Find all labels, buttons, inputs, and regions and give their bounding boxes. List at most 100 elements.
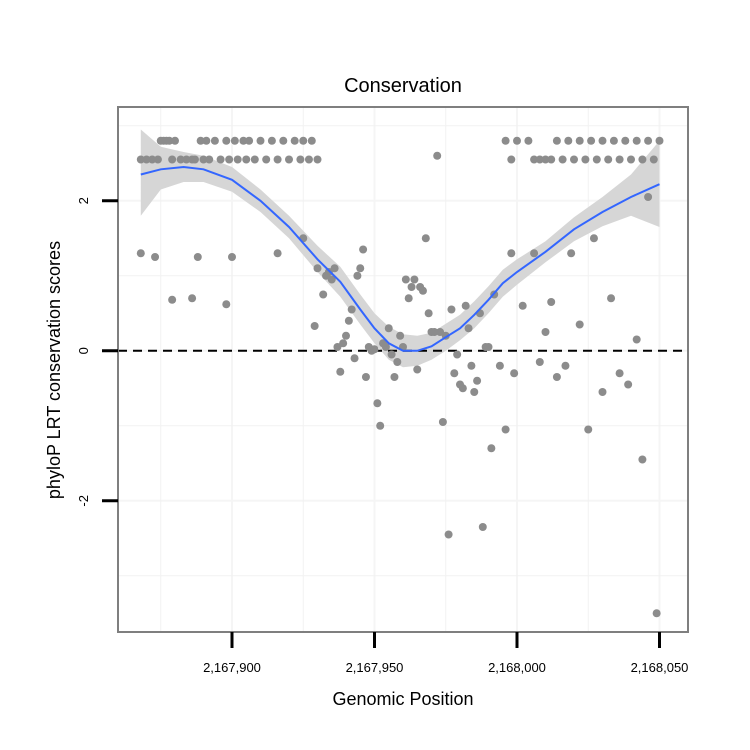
data-point: [330, 264, 339, 273]
data-point: [530, 249, 539, 258]
data-point: [196, 136, 205, 145]
data-point: [222, 136, 231, 145]
data-point: [148, 155, 157, 164]
data-point: [655, 136, 664, 145]
data-point: [339, 339, 348, 348]
data-point: [589, 234, 598, 243]
data-point: [649, 155, 658, 164]
data-point: [359, 245, 368, 254]
data-point: [396, 331, 405, 340]
data-point: [478, 523, 487, 531]
data-point: [176, 155, 185, 164]
data-point: [484, 343, 493, 351]
data-point: [136, 155, 145, 164]
data-point: [535, 155, 544, 164]
data-point: [165, 136, 174, 145]
data-point: [285, 155, 293, 164]
data-point: [447, 305, 456, 314]
data-point: [433, 151, 442, 160]
data-point: [450, 369, 459, 378]
data-point: [587, 136, 596, 145]
data-point: [461, 301, 470, 310]
data-point: [324, 268, 333, 276]
data-point: [239, 136, 248, 145]
data-point: [273, 155, 282, 164]
data-point: [592, 155, 601, 164]
data-point: [638, 155, 647, 164]
x-axis-label: Genomic Position: [332, 689, 473, 709]
data-point: [627, 155, 635, 164]
data-point: [407, 283, 416, 291]
data-point: [552, 136, 561, 145]
data-point: [136, 249, 145, 258]
data-point: [350, 354, 359, 363]
confidence-band: [140, 129, 660, 368]
data-point: [230, 136, 239, 145]
data-point: [638, 455, 647, 464]
data-point: [370, 345, 379, 354]
data-point: [199, 155, 208, 164]
data-point: [524, 136, 533, 145]
data-point: [444, 530, 453, 539]
data-point: [307, 136, 316, 145]
data-point: [250, 155, 259, 164]
data-point: [530, 155, 539, 164]
data-point: [609, 136, 618, 145]
data-point: [513, 136, 521, 145]
data-point: [356, 264, 365, 273]
data-point: [404, 294, 413, 303]
data-point: [621, 136, 630, 145]
data-point: [552, 373, 561, 381]
data-point: [376, 421, 385, 430]
data-point: [584, 425, 593, 434]
data-point: [304, 155, 313, 164]
data-point: [453, 350, 462, 359]
data-point: [168, 295, 177, 304]
data-point: [344, 316, 353, 325]
data-point: [644, 193, 653, 201]
data-point: [245, 136, 254, 145]
x-tick-label: 2,168,000: [488, 660, 546, 675]
data-point: [438, 418, 447, 426]
data-point: [518, 301, 527, 310]
data-point: [190, 155, 199, 164]
data-point: [436, 328, 445, 336]
data-point: [570, 155, 578, 164]
smooth-line-layer: [140, 165, 660, 352]
data-point: [632, 335, 641, 344]
data-point: [222, 300, 231, 309]
data-point: [473, 376, 482, 385]
data-point: [313, 155, 322, 164]
data-point: [202, 136, 211, 145]
data-point: [598, 388, 607, 396]
data-point: [624, 380, 633, 389]
data-point: [216, 155, 225, 164]
data-point: [567, 249, 576, 258]
data-point: [310, 322, 319, 330]
data-point: [558, 155, 567, 164]
data-point: [644, 136, 653, 145]
data-point: [151, 253, 160, 261]
data-point: [501, 136, 510, 145]
data-point: [615, 155, 624, 164]
data-point: [336, 367, 345, 376]
data-point: [564, 136, 573, 145]
data-point: [319, 290, 328, 299]
confidence-band-layer: [140, 129, 660, 368]
data-point: [387, 350, 396, 359]
data-point: [418, 286, 427, 295]
data-point: [384, 324, 393, 333]
data-point: [188, 294, 197, 303]
data-point: [535, 358, 544, 366]
data-point: [632, 136, 641, 145]
data-point: [210, 136, 219, 145]
data-point: [153, 155, 162, 164]
data-point: [390, 373, 399, 381]
x-tick-label: 2,168,050: [631, 660, 689, 675]
smooth-line: [140, 165, 660, 352]
panel-background: [118, 107, 688, 632]
data-point: [290, 136, 299, 145]
data-point: [464, 324, 473, 333]
data-point: [205, 155, 214, 164]
